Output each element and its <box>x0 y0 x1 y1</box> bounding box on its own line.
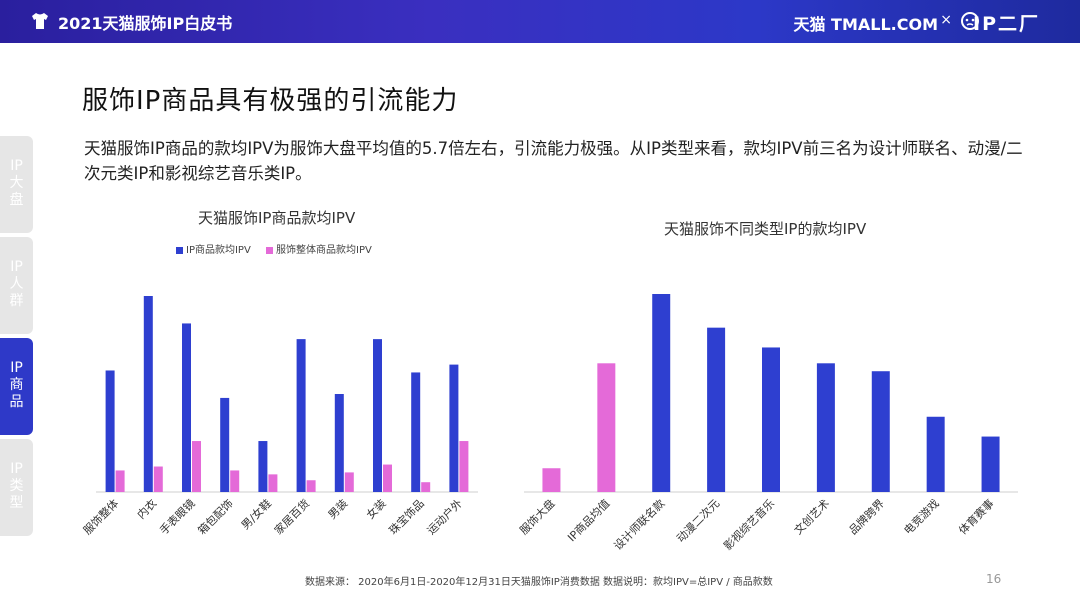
chart1-bar-overall-9 <box>459 441 469 492</box>
sidebar-tab-1[interactable]: IP大盘 <box>0 136 33 233</box>
chart2-tick-label: 影视综艺音乐 <box>721 496 778 553</box>
chart1-bar-overall-7 <box>383 464 392 492</box>
chart1-bar-ip-0 <box>105 370 115 492</box>
page-description: 天猫服饰IP商品的款均IPV为服饰大盘平均值的5.7倍左右，引流能力极强。从IP… <box>84 139 1023 183</box>
chart2-tick-label: 设计师联名款 <box>611 496 668 553</box>
sidebar-tab-4[interactable]: IP类型 <box>0 439 33 536</box>
chart1-title: 天猫服饰IP商品款均IPV <box>198 209 356 227</box>
chart2-bar-3 <box>707 327 726 492</box>
chart2-bar-2 <box>652 294 671 492</box>
chart1-bar-overall-0 <box>115 470 125 492</box>
chart1-bar-ip-2 <box>182 323 191 492</box>
legend-label-overall: 服饰整体商品款均IPV <box>276 245 372 256</box>
chart2-tick-label: IP商品均值 <box>564 496 612 544</box>
chart1-bar-overall-3 <box>230 470 240 492</box>
chart2-tick-label: 电竞游戏 <box>901 496 942 537</box>
chart1-bar-overall-6 <box>344 472 354 492</box>
chart2-tick-label: 品牌跨界 <box>846 496 887 537</box>
report-title: 2021天猫服饰IP白皮书 <box>58 14 233 33</box>
chart1-bar-ip-9 <box>449 364 459 492</box>
chart1-bar-ip-5 <box>296 339 306 492</box>
legend-item-ip: IP商品款均IPV <box>176 245 251 256</box>
chart1-legend: IP商品款均IPV 服饰整体商品款均IPV <box>176 241 384 256</box>
header-bar: 2021天猫服饰IP白皮书 天猫 TMALL.COM × IP二厂 <box>0 0 1080 43</box>
sidebar-tab-2[interactable]: IP人群 <box>0 237 33 334</box>
chart2-bar-1 <box>597 363 616 492</box>
cross-separator: × <box>940 12 952 28</box>
chart2-tick-label: 文创艺术 <box>791 496 832 537</box>
chart2-tick-label: 体育赛事 <box>956 496 997 537</box>
data-source-note: 数据来源： 2020年6月1日-2020年12月31日天猫服饰IP消费数据 数据… <box>305 577 773 588</box>
chart2-bar-0 <box>542 468 561 492</box>
chart2-bar-8 <box>981 436 1000 492</box>
ip-face-icon <box>961 12 979 30</box>
chart1-bar-ip-1 <box>143 296 153 492</box>
chart2-bar-5 <box>816 363 835 492</box>
page-title: 服饰IP商品具有极强的引流能力 <box>82 86 459 116</box>
chart1-bar-overall-8 <box>421 482 431 492</box>
ip-factory-logo: IP二厂 <box>973 13 1040 35</box>
chart2-tick-label: 动漫二次元 <box>673 496 722 545</box>
chart1-bar-overall-2 <box>192 441 201 492</box>
sidebar-tab-3[interactable]: IP商品 <box>0 338 33 435</box>
chart1-bar-ip-6 <box>334 394 344 492</box>
chart1-bar-ip-8 <box>411 372 421 492</box>
legend-item-overall: 服饰整体商品款均IPV <box>266 245 372 256</box>
chart1-bar-ip-7 <box>373 339 382 492</box>
legend-label-ip: IP商品款均IPV <box>186 245 251 256</box>
tshirt-icon <box>32 13 48 29</box>
chart2-bar-7 <box>926 416 945 492</box>
chart1-bar-overall-4 <box>268 474 278 492</box>
chart1-bar-overall-1 <box>153 466 163 492</box>
chart2-tick-label: 服饰大盘 <box>517 496 558 537</box>
chart1-bar-overall-5 <box>306 480 316 492</box>
chart1-bar-ip-3 <box>220 397 230 492</box>
tmall-logo: 天猫 TMALL.COM <box>793 15 938 34</box>
chart2-bar-4 <box>762 347 780 492</box>
chart1-bar-ip-4 <box>258 441 268 492</box>
chart2-title: 天猫服饰不同类型IP的款均IPV <box>664 220 867 238</box>
chart2-bar-6 <box>871 371 890 492</box>
page-number: 16 <box>986 572 1002 586</box>
